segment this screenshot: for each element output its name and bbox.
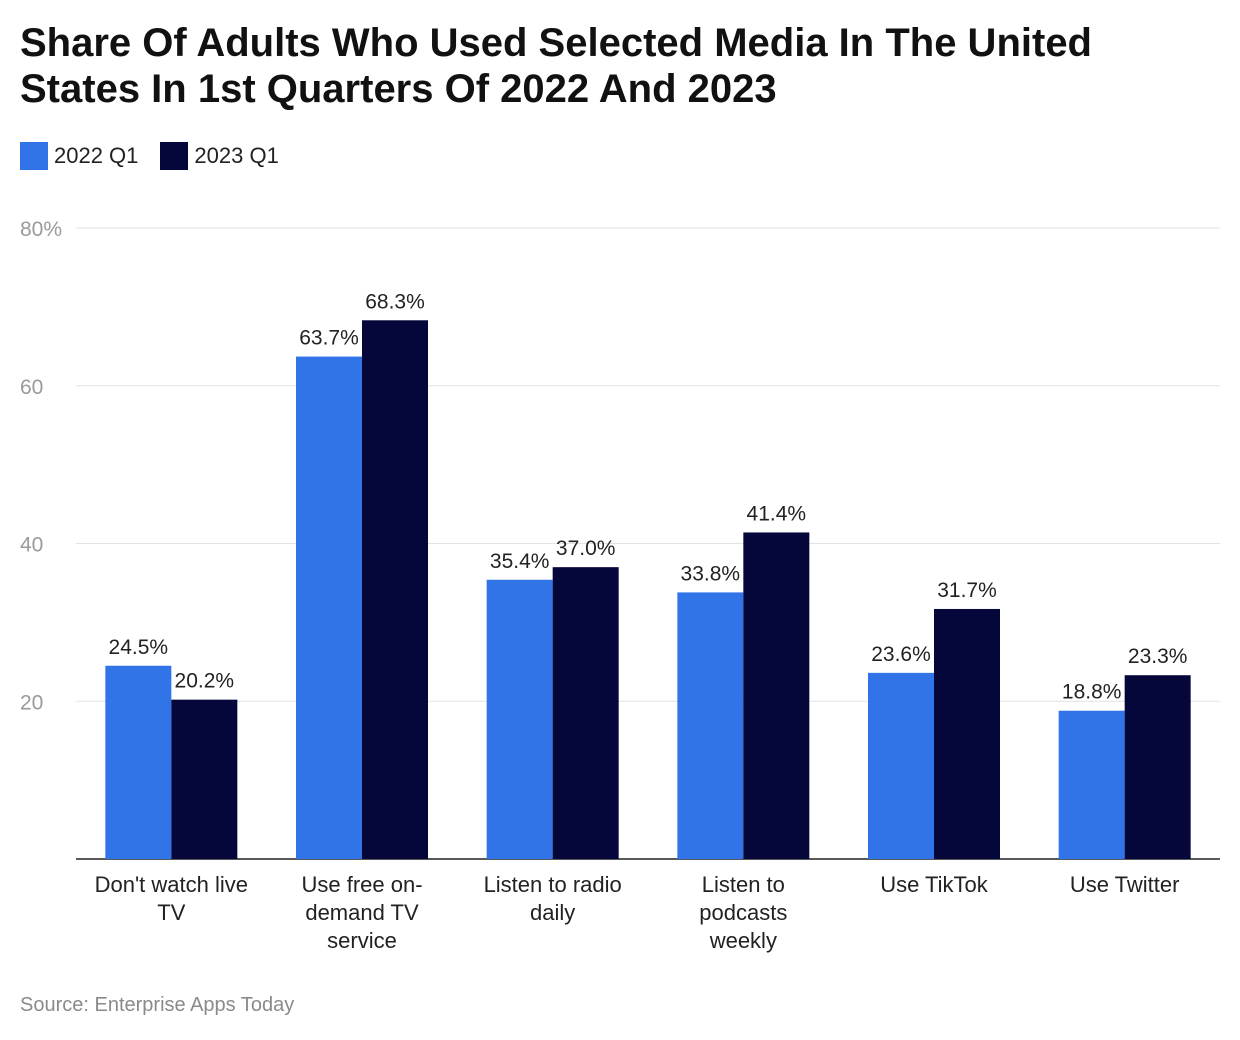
bar-2023-0 bbox=[171, 699, 238, 859]
x-tick-label-3: Listen to podcasts weekly bbox=[699, 872, 787, 953]
bar-2023-2 bbox=[552, 567, 619, 859]
legend-label-2022: 2022 Q1 bbox=[54, 143, 139, 168]
y-tick-label-40: 40 bbox=[20, 534, 43, 557]
x-tick-label-1: Use free on-demand TV service bbox=[301, 872, 422, 953]
data-label-2023-1: 68.3% bbox=[365, 290, 425, 313]
data-label-2022-3: 33.8% bbox=[681, 562, 741, 585]
data-label-2023-0: 20.2% bbox=[175, 670, 235, 693]
x-tick-label-5: Use Twitter bbox=[1070, 872, 1180, 897]
bar-2023-1 bbox=[362, 320, 428, 859]
data-label-2023-2: 37.0% bbox=[556, 537, 616, 560]
legend: 2022 Q1 2023 Q1 bbox=[20, 142, 301, 170]
bar-2023-4 bbox=[934, 608, 1000, 859]
bar-chart: 20 40 60 80% 24.5% 20.2% Don't watch live TV 63.… bbox=[20, 218, 1220, 953]
bar-2022-0 bbox=[105, 665, 172, 859]
legend-label-2023: 2023 Q1 bbox=[194, 143, 279, 168]
data-label-2022-5: 18.8% bbox=[1062, 681, 1122, 704]
bar-2022-4 bbox=[868, 672, 934, 859]
data-label-2022-0: 24.5% bbox=[109, 636, 169, 659]
data-label-2022-2: 35.4% bbox=[490, 550, 550, 573]
legend-item-2022: 2022 Q1 bbox=[20, 142, 138, 170]
data-label-2023-4: 31.7% bbox=[937, 579, 997, 602]
data-label-2023-5: 23.3% bbox=[1128, 645, 1188, 668]
bar-2022-5 bbox=[1058, 710, 1125, 859]
y-tick-label-60: 60 bbox=[20, 376, 43, 399]
x-tick-label-2: Listen to radio daily bbox=[484, 872, 622, 925]
bar-2023-3 bbox=[743, 532, 810, 859]
bar-2023-5 bbox=[1124, 675, 1191, 859]
y-tick-label-20: 20 bbox=[20, 691, 43, 714]
chart-title: Share Of Adults Who Used Selected Media … bbox=[20, 21, 1092, 111]
data-label-2022-1: 63.7% bbox=[299, 327, 359, 350]
bar-2022-2 bbox=[486, 579, 553, 859]
legend-swatch-2023 bbox=[160, 142, 189, 170]
bar-2022-1 bbox=[296, 356, 362, 859]
x-tick-label-0: Don't watch live TV bbox=[95, 872, 248, 925]
source-note: Source: Enterprise Apps Today bbox=[20, 994, 295, 1016]
data-label-2022-4: 23.6% bbox=[871, 643, 931, 666]
x-tick-label-4: Use TikTok bbox=[880, 872, 989, 897]
legend-item-2023: 2023 Q1 bbox=[160, 142, 279, 170]
data-label-2023-3: 41.4% bbox=[747, 502, 807, 525]
bar-2022-3 bbox=[677, 592, 744, 859]
y-tick-label-80: 80% bbox=[20, 218, 62, 241]
legend-swatch-2022 bbox=[20, 142, 48, 170]
